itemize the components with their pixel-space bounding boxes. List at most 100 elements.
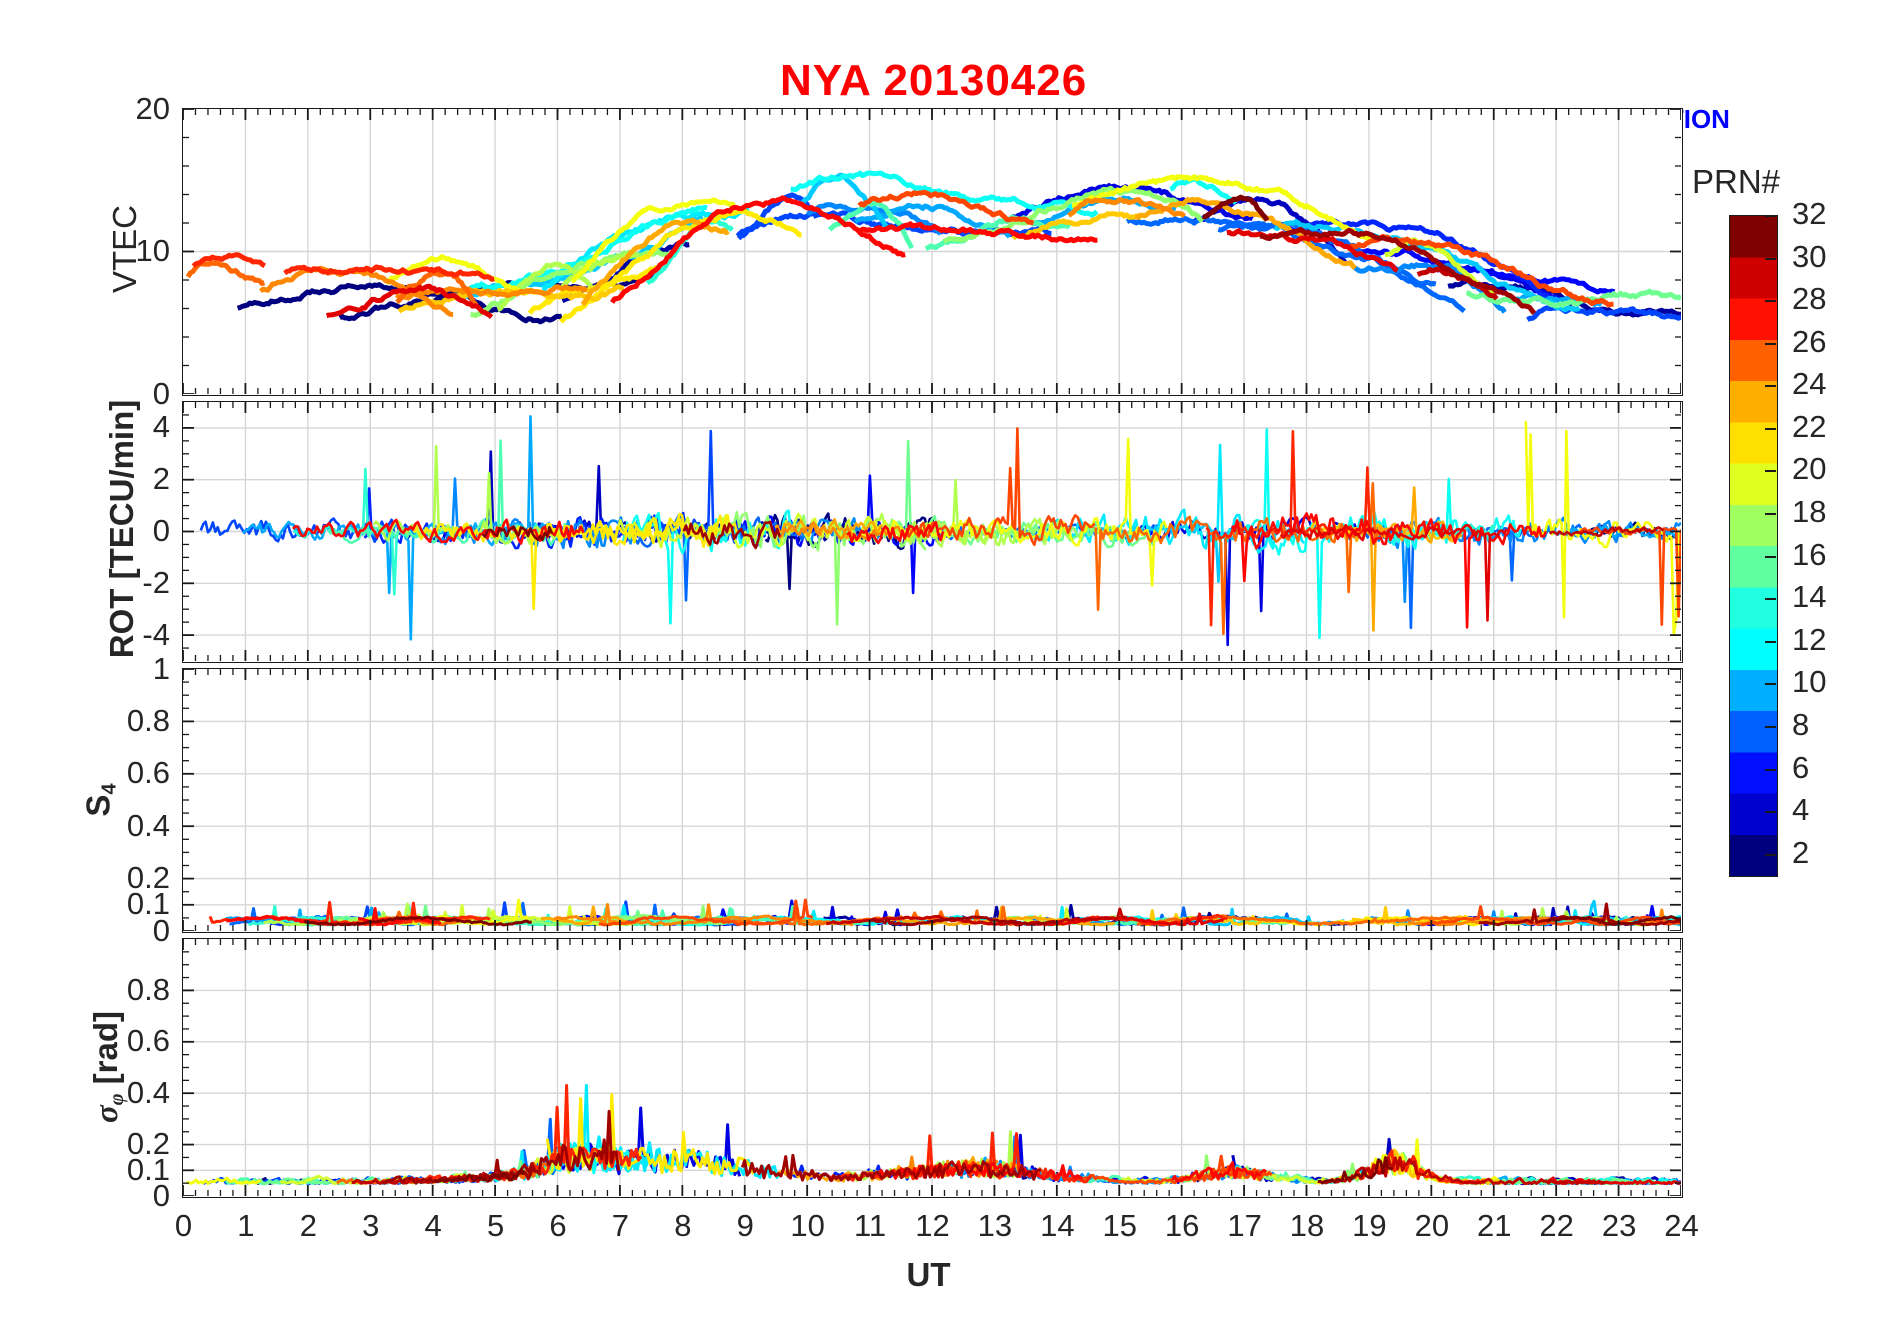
trace-prn-31 (1259, 226, 1537, 315)
xtick-label-5: 5 (486, 1208, 505, 1243)
colorbar-tick-mark-5 (1765, 640, 1776, 643)
xtick-label-24: 24 (1664, 1208, 1699, 1243)
colorbar-tick-label-13: 28 (1792, 281, 1827, 317)
colorbar-tick-label-14: 30 (1792, 238, 1827, 274)
colorbar-tick-label-11: 24 (1792, 366, 1827, 402)
trace-prn-32 (1546, 915, 1681, 926)
ytick-label-s4-2: 0.2 (126, 860, 170, 896)
trace-prn-23 (774, 518, 884, 540)
plot-panel-vtec (182, 108, 1683, 396)
colorbar-tick-mark-9 (1765, 470, 1776, 473)
colorbar-scale[interactable] (1729, 215, 1778, 877)
ytick-label-vtec-0: 0 (152, 375, 170, 411)
colorbar-tick-mark-14 (1765, 257, 1776, 260)
trace-prn-30 (1548, 526, 1665, 538)
trace-prn-29 (325, 283, 494, 319)
trace-prn-22 (1011, 211, 1143, 241)
xtick-label-3: 3 (362, 1208, 380, 1243)
plot-panel-sigma_phi (182, 938, 1683, 1198)
colorbar-tick-mark-0 (1765, 853, 1776, 856)
xtick-label-17: 17 (1227, 1208, 1262, 1243)
y-axis-label-sigma-phi: σφ [rad] (87, 1011, 128, 1123)
ytick-label-sigma_phi-1: 0.1 (126, 1151, 170, 1187)
trace-prn-32 (1201, 194, 1270, 222)
trace-prn-30 (826, 907, 1128, 927)
trace-prn-31 (682, 520, 781, 550)
colorbar-tick-mark-2 (1765, 768, 1776, 771)
colorbar-tick-mark-7 (1765, 555, 1776, 558)
colorbar-title: PRN# (1692, 163, 1781, 200)
trace-prn-16 (1466, 288, 1681, 309)
xtick-label-22: 22 (1539, 1208, 1574, 1243)
ytick-label-rot-1: -2 (142, 564, 170, 600)
colorbar-tick-mark-8 (1765, 513, 1776, 516)
data-traces-vtec (185, 170, 1681, 325)
trace-prn-24 (554, 903, 854, 927)
gridlines-vtec (183, 109, 1681, 394)
trace-prn-28 (1171, 1161, 1268, 1183)
colorbar-tick-label-15: 32 (1792, 196, 1827, 231)
data-traces-s4 (208, 898, 1681, 927)
xtick-label-12: 12 (915, 1208, 950, 1243)
colorbar-tick-label-10: 22 (1792, 408, 1827, 444)
trace-prn-20 (1071, 174, 1374, 243)
ytick-label-s4-6: 1 (152, 650, 170, 686)
colorbar-tick-mark-4 (1765, 683, 1776, 686)
trace-prn-27 (191, 252, 266, 269)
trace-prn-28 (1231, 512, 1548, 629)
xtick-label-19: 19 (1352, 1208, 1387, 1243)
xtick-label-6: 6 (549, 1208, 567, 1243)
colorbar-tick-mark-13 (1765, 300, 1776, 303)
ytick-label-sigma_phi-4: 0.6 (126, 1023, 170, 1059)
colorbar-tick-mark-12 (1765, 342, 1776, 345)
ytick-label-sigma_phi-2: 0.2 (126, 1126, 170, 1162)
trace-prn-32 (481, 525, 554, 542)
xtick-label-4: 4 (424, 1208, 442, 1243)
ytick-label-vtec-2: 20 (135, 90, 170, 126)
figure-title: NYA 20130426 (780, 56, 1088, 105)
xtick-label-14: 14 (1040, 1208, 1075, 1243)
trace-prn-32 (303, 915, 532, 927)
xtick-label-10: 10 (790, 1208, 825, 1243)
y-axis-label-s4: S4 (79, 782, 121, 817)
trace-prn-7 (1526, 304, 1681, 322)
xtick-label-20: 20 (1414, 1208, 1450, 1243)
ytick-label-s4-4: 0.6 (126, 755, 170, 791)
trace-prn-8 (1217, 221, 1466, 314)
plot-panel-rot (182, 401, 1683, 663)
ytick-label-sigma_phi-3: 0.4 (126, 1074, 170, 1110)
ytick-label-s4-3: 0.4 (126, 807, 170, 843)
xtick-label-13: 13 (977, 1208, 1013, 1243)
trace-prn-24 (395, 284, 589, 301)
ytick-label-s4-5: 0.8 (126, 702, 170, 738)
tickmarks-vtec (183, 109, 1681, 394)
trace-prn-26 (598, 898, 814, 927)
xtick-label-1: 1 (237, 1208, 255, 1243)
ytick-label-vtec-1: 10 (135, 233, 170, 268)
trace-prn-28 (846, 521, 945, 545)
ytick-label-rot-3: 2 (152, 461, 170, 497)
tickmarks-sigma_phi (183, 939, 1681, 1196)
ytick-label-rot-0: -4 (142, 616, 170, 652)
colorbar-tick-mark-10 (1765, 427, 1776, 430)
data-traces-sigma_phi (186, 1084, 1681, 1186)
colorbar-tick-label-6: 14 (1792, 579, 1827, 615)
trace-prn-31 (867, 915, 1057, 927)
tickmarks-s4 (183, 669, 1681, 931)
ytick-label-rot-4: 4 (152, 409, 170, 445)
trace-prn-32 (1317, 1156, 1394, 1185)
ytick-label-s4-1: 0.1 (126, 886, 170, 922)
colorbar-tick-label-1: 4 (1792, 792, 1810, 828)
xtick-label-7: 7 (611, 1208, 630, 1243)
trace-prn-20 (186, 1176, 262, 1186)
tickmarks-rot (183, 402, 1681, 661)
data-traces-rot (199, 415, 1681, 647)
colorbar-tick-label-8: 18 (1792, 494, 1827, 530)
xtick-label-15: 15 (1102, 1208, 1137, 1243)
trace-prn-26 (1579, 526, 1681, 626)
ytick-label-sigma_phi-0: 0 (152, 1177, 170, 1213)
colorbar-tick-label-3: 8 (1792, 706, 1810, 742)
colorbar-tick-label-12: 26 (1792, 323, 1827, 359)
colorbar-tick-label-2: 6 (1792, 749, 1810, 785)
